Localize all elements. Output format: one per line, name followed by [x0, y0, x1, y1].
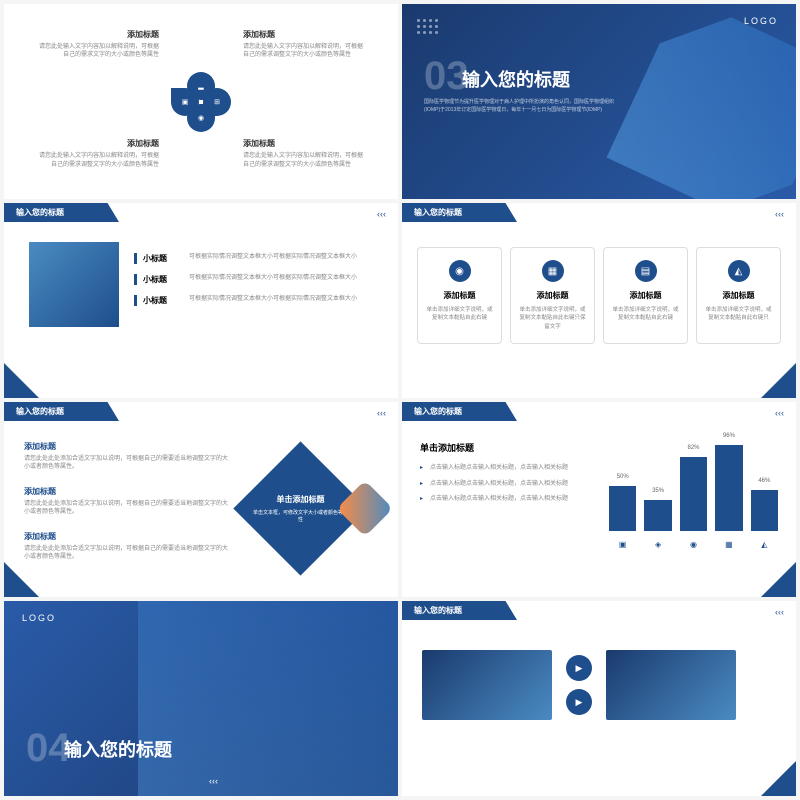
slide-header: 输入您的标题 — [402, 203, 517, 222]
card-icon: ◭ — [728, 260, 750, 282]
list-item: 小标题可根据实际情况调整文本框大小可根据实际情况调整文本框大小 — [134, 295, 373, 306]
list-item: 添加标题请您此处此处添加合适文字加以说明，可根据自己的需要适当地调整文字的大小或… — [24, 441, 233, 472]
bullet: 点击输入标题点击输入相关标题，点击输入相关标题 — [420, 480, 589, 490]
bg-graphic — [138, 601, 398, 796]
bar-chart: 50%▣ 35%◈ 82%◉ 96%▦ 46%◭ — [609, 441, 778, 551]
slide-media: 输入您的标题 ‹‹‹ ▶ ▶ — [402, 601, 796, 796]
section-desc: 国际医学物理节为提升医学物理对于病人护理中所扮演的角色认同，国际医学物理组织(I… — [424, 99, 624, 114]
title: 添加标题 — [39, 29, 159, 40]
chevron-icon: ‹‹‹ — [377, 408, 386, 418]
chart-bar: 96%▦ — [715, 445, 742, 531]
slide-header: 输入您的标题 — [4, 203, 119, 222]
slide-four-leaf: 添加标题 请您此处输入文字内容加以解释说明，可根据自己的需求文字的大小或颜色等属… — [4, 4, 398, 199]
corner-decoration — [761, 562, 796, 597]
list-item: 添加标题请您此处此处添加合适文字加以说明，可根据自己的需要适当地调整文字的大小或… — [24, 531, 233, 562]
card-icon: ▤ — [635, 260, 657, 282]
card-row: ◉添加标题单击添加详细文字说明，或复制文本黏贴自此右键 ▦添加标题单击添加详细文… — [402, 222, 796, 369]
play-button-icon[interactable]: ▶ — [566, 689, 592, 715]
feature-card: ◉添加标题单击添加详细文字说明，或复制文本黏贴自此右键 — [417, 247, 502, 344]
title: 添加标题 — [243, 138, 363, 149]
chevron-icon: ‹‹‹ — [209, 776, 218, 786]
dot-grid — [417, 19, 438, 34]
slide-header: 输入您的标题 — [402, 402, 517, 421]
feature-card: ▦添加标题单击添加详细文字说明，或复制文本黏贴自此右键只保留文字 — [510, 247, 595, 344]
section-title: 输入您的标题 — [462, 66, 570, 92]
corner-decoration — [761, 363, 796, 398]
title: 添加标题 — [243, 29, 363, 40]
slide-cards: 输入您的标题 ‹‹‹ ◉添加标题单击添加详细文字说明，或复制文本黏贴自此右键 ▦… — [402, 203, 796, 398]
list-item: 小标题可根据实际情况调整文本框大小可根据实际情况调整文本框大小 — [134, 274, 373, 285]
bullet-list: 单击添加标题 点击输入标题点击输入相关标题，点击输入相关标题 点击输入标题点击输… — [420, 441, 589, 551]
corner-decoration — [761, 761, 796, 796]
chevron-icon: ‹‹‹ — [775, 408, 784, 418]
slide-diamond: 输入您的标题 ‹‹‹ 添加标题请您此处此处添加合适文字加以说明，可根据自己的需要… — [4, 402, 398, 597]
leaf-cluster: ▂ ⊞ ◉ ▣ — [171, 72, 231, 132]
chevron-icon: ‹‹‹ — [775, 209, 784, 219]
corner-decoration — [4, 562, 39, 597]
list-item: 添加标题请您此处此处添加合适文字加以说明，可根据自己的需要适当地调整文字的大小或… — [24, 486, 233, 517]
chart-bar: 82%◉ — [680, 457, 707, 531]
logo-text: LOGO — [22, 613, 56, 623]
chart-bar: 46%◭ — [751, 490, 778, 531]
slide-chart: 输入您的标题 ‹‹‹ 单击添加标题 点击输入标题点击输入相关标题，点击输入相关标… — [402, 402, 796, 597]
feature-card: ▤添加标题单击添加详细文字说明，或复制文本黏贴自此右键 — [603, 247, 688, 344]
text-block-3: 添加标题 请您此处输入文字内容加以解释说明，可根据自己的需求调整文字的大小或颜色… — [39, 138, 159, 169]
text-block-2: 添加标题 请您此处输入文字内容加以解释说明，可根据自己的需求调整文字的大小或颜色… — [243, 29, 363, 60]
chevron-icon: ‹‹‹ — [775, 607, 784, 617]
desc: 请您此处输入文字内容加以解释说明，可根据自己的需求调整文字的大小或颜色等属性 — [243, 43, 363, 60]
play-controls: ▶ ▶ — [566, 655, 592, 715]
chart-title: 单击添加标题 — [420, 441, 589, 454]
diamond-callout: 单击添加标题单击文本框，可修改文字大小或者颜色等属性 — [233, 441, 367, 575]
chart-bar: 35%◈ — [644, 500, 671, 532]
item-list: 添加标题请您此处此处添加合适文字加以说明，可根据自己的需要适当地调整文字的大小或… — [24, 441, 233, 575]
play-button-icon[interactable]: ▶ — [566, 655, 592, 681]
bullet: 点击输入标题点击输入相关标题，点击输入相关标题 — [420, 464, 589, 474]
chevron-icon: ‹‹‹ — [377, 209, 386, 219]
slide-header: 输入您的标题 — [4, 402, 119, 421]
logo-text: LOGO — [744, 16, 778, 26]
card-icon: ▦ — [542, 260, 564, 282]
text-block-1: 添加标题 请您此处输入文字内容加以解释说明，可根据自己的需求文字的大小或颜色等属… — [39, 29, 159, 60]
media-thumbnail — [606, 650, 736, 720]
bullet: 点击输入标题点击输入相关标题，点击输入相关标题 — [420, 495, 589, 505]
chart-bar: 50%▣ — [609, 486, 636, 531]
feature-card: ◭添加标题单击添加详细文字说明，或复制文本黏贴自此右键只 — [696, 247, 781, 344]
card-icon: ◉ — [449, 260, 471, 282]
desc: 请您此处输入文字内容加以解释说明，可根据自己的需求调整文字的大小或颜色等属性 — [243, 152, 363, 169]
media-thumbnail — [422, 650, 552, 720]
title: 添加标题 — [39, 138, 159, 149]
text-block-4: 添加标题 请您此处输入文字内容加以解释说明，可根据自己的需求调整文字的大小或颜色… — [243, 138, 363, 169]
slide-header: 输入您的标题 — [402, 601, 517, 620]
slide-section-03: LOGO 03 输入您的标题 国际医学物理节为提升医学物理对于病人护理中所扮演的… — [402, 4, 796, 199]
image-placeholder — [29, 242, 119, 327]
dna-graphic — [606, 4, 796, 199]
slide-subtitles: 输入您的标题 ‹‹‹ 小标题可根据实际情况调整文本框大小可根据实际情况调整文本框… — [4, 203, 398, 398]
desc: 请您此处输入文字内容加以解释说明，可根据自己的需求文字的大小或颜色等属性 — [39, 43, 159, 60]
subtitle-list: 小标题可根据实际情况调整文本框大小可根据实际情况调整文本框大小 小标题可根据实际… — [134, 253, 373, 316]
section-title: 输入您的标题 — [64, 736, 172, 762]
desc: 请您此处输入文字内容加以解释说明，可根据自己的需求调整文字的大小或颜色等属性 — [39, 152, 159, 169]
leaf-icon: ▣ — [171, 88, 199, 116]
corner-decoration — [4, 363, 39, 398]
list-item: 小标题可根据实际情况调整文本框大小可根据实际情况调整文本框大小 — [134, 253, 373, 264]
slide-section-04: LOGO 04 输入您的标题 ‹‹‹ — [4, 601, 398, 796]
